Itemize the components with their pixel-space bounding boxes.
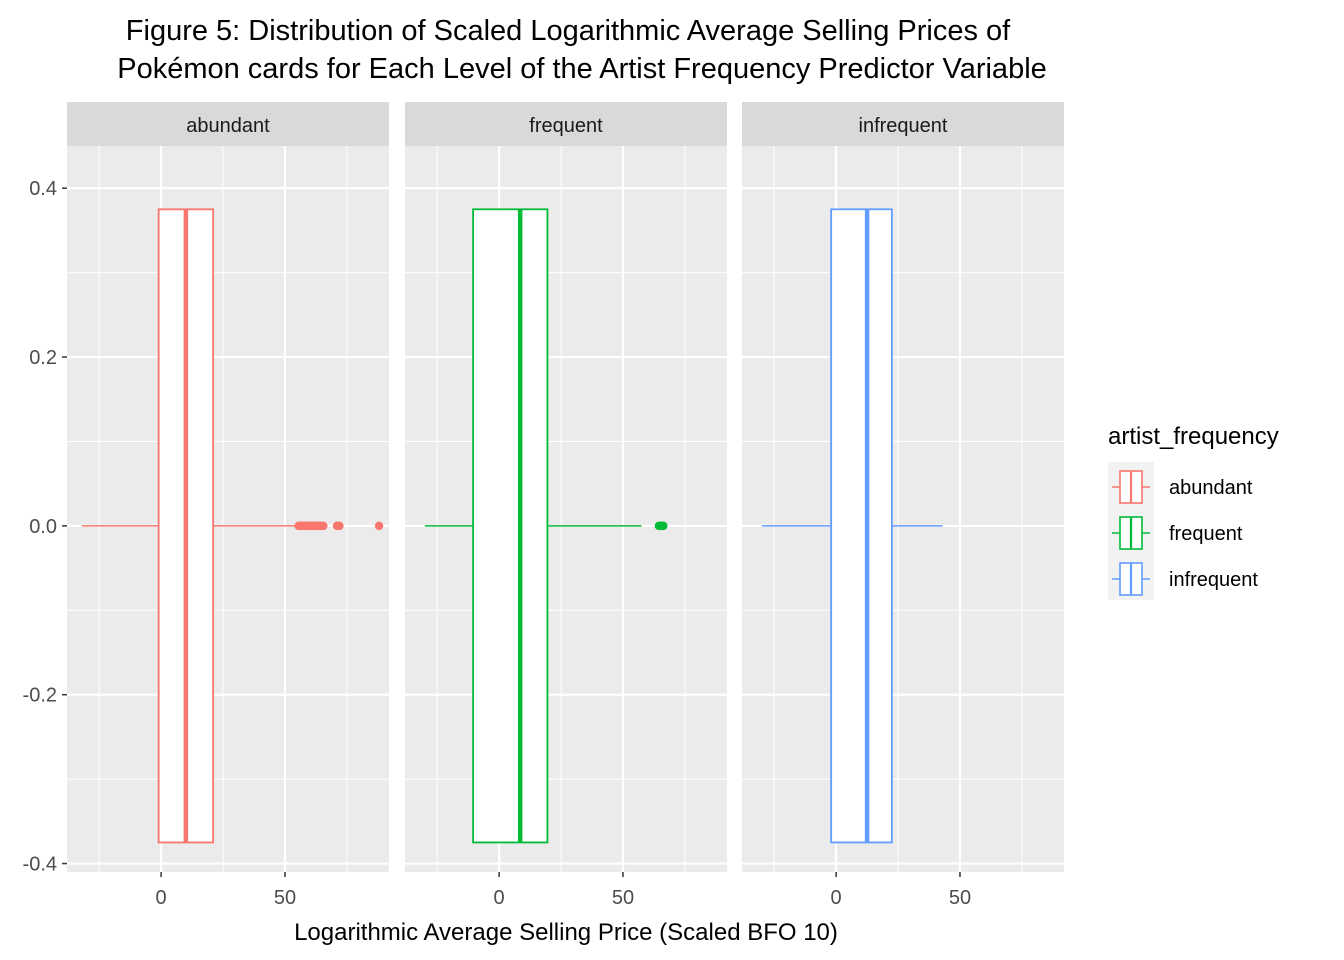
legend-title: artist_frequency [1108,423,1279,450]
legend-label: infrequent [1169,569,1258,591]
y-tick-label: -0.2 [23,685,57,707]
facet-strip [742,102,1064,146]
x-tick-label: 0 [156,887,167,909]
y-tick-label: 0.4 [29,178,57,200]
y-axis: -0.4 -0.2 0.0 0.2 0.4 [23,178,67,876]
x-tick-label: 50 [274,887,296,909]
legend-key-frequent [1112,516,1150,550]
y-tick-label: -0.4 [23,854,57,876]
y-tick-label: 0.0 [29,516,57,538]
x-tick-label: 50 [612,887,634,909]
facet-panels: abundant 0 50 frequent 0 50 infrequent 0 50 [67,102,1064,909]
legend-label: abundant [1169,477,1253,499]
facet-strip-label: frequent [529,115,603,137]
chart-title-line-2: Pokémon cards for Each Level of the Arti… [117,53,1047,85]
facet-strip [67,102,389,146]
panel-background [67,146,389,872]
x-axis-label: Logarithmic Average Selling Price (Scale… [294,919,838,946]
legend: artist_frequency abundant frequent infrequ… [1108,423,1279,600]
x-tick-label: 50 [949,887,971,909]
legend-key-infrequent [1112,562,1150,596]
legend-label: frequent [1169,523,1243,545]
facet-panel-frequent: frequent 0 50 [405,102,727,909]
legend-key-abundant [1112,470,1150,504]
x-tick-label: 0 [831,887,842,909]
chart-title-line-1: Figure 5: Distribution of Scaled Logarit… [126,15,1011,47]
outlier-point [319,521,328,531]
facet-panel-abundant: abundant 0 50 [67,102,389,909]
facet-strip [405,102,727,146]
box-iqr [830,208,893,844]
outlier-point [659,521,668,531]
facet-strip-label: infrequent [859,115,948,137]
facet-panel-infrequent: infrequent 0 50 [742,102,1064,909]
y-tick-label: 0.2 [29,347,57,369]
panel-background [405,146,727,872]
x-tick-label: 0 [494,887,505,909]
outlier-point [335,521,344,531]
panel-background [742,146,1064,872]
outlier-point [374,521,384,531]
box-iqr [472,208,549,844]
facet-strip-label: abundant [186,115,270,137]
